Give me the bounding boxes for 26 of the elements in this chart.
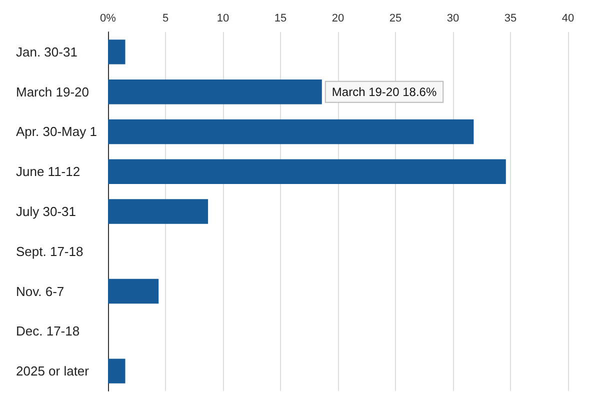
x-tick-label: 25 <box>389 12 402 24</box>
bar <box>108 79 322 104</box>
y-tick-label: Dec. 17-18 <box>16 324 80 339</box>
y-tick-label: March 19-20 <box>16 84 89 100</box>
y-tick-label: July 30-31 <box>16 204 76 219</box>
y-tick-label: 2025 or later <box>16 364 90 379</box>
x-tick-label: 5 <box>162 12 169 24</box>
x-tick-label: 20 <box>332 12 344 24</box>
x-tick-label: 10 <box>216 12 230 24</box>
x-tick-label: 30 <box>446 12 460 24</box>
x-tick-label: 0% <box>100 12 116 24</box>
y-tick-label: Jan. 30-31 <box>16 44 78 60</box>
x-tick-label: 40 <box>562 12 574 24</box>
bar <box>108 358 126 384</box>
bar <box>108 199 208 224</box>
bar <box>108 278 159 304</box>
y-tick-label: Apr. 30-May 1 <box>16 124 97 140</box>
x-tick-label: 15 <box>274 12 287 24</box>
y-tick-label: Sept. 17-18 <box>16 244 84 259</box>
bar <box>108 40 126 64</box>
annotation: March 19-20 18.6% <box>332 84 437 99</box>
bar <box>108 159 506 184</box>
x-tick-label: 35 <box>504 12 517 24</box>
bar <box>108 119 474 144</box>
y-tick-label: June 11-12 <box>16 164 80 180</box>
y-tick-label: Nov. 6-7 <box>16 284 64 299</box>
